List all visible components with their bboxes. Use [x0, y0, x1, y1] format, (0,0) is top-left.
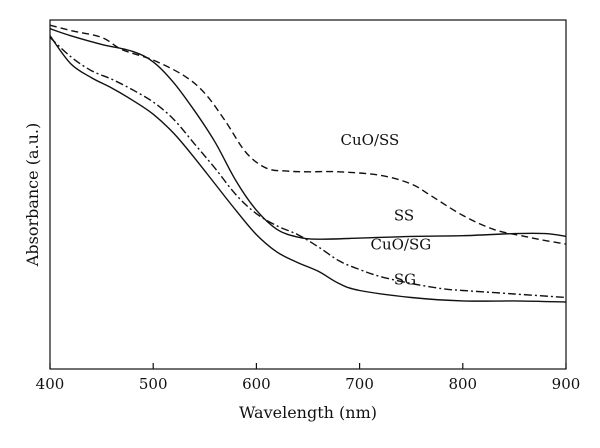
- x-tick-label: 900: [552, 375, 581, 393]
- series-label-ss: SS: [394, 207, 414, 225]
- y-axis-title: Absorbance (a.u.): [23, 123, 42, 267]
- series-label-cuo-ss: CuO/SS: [341, 131, 400, 149]
- plot-frame: [49, 19, 567, 370]
- series-line-cuo-ss: [49, 24, 567, 245]
- x-tick-label: 500: [139, 375, 168, 393]
- x-tick-label: 400: [36, 375, 65, 393]
- x-axis-title: Wavelength (nm): [239, 403, 377, 422]
- series-label-sg: SG: [394, 271, 416, 289]
- series-label-cuo-sg: CuO/SG: [371, 235, 432, 253]
- series-line-ss: [49, 28, 567, 240]
- x-tick-label: 600: [242, 375, 271, 393]
- x-tick-label: 800: [448, 375, 477, 393]
- series-line-sg: [49, 35, 567, 303]
- series-line-cuo-sg: [49, 36, 567, 299]
- x-tick-label: 700: [345, 375, 374, 393]
